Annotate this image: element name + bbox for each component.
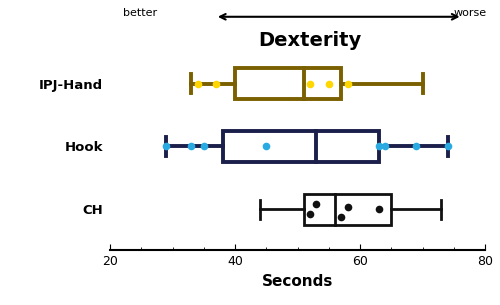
Bar <box>304 194 391 225</box>
X-axis label: Seconds: Seconds <box>262 274 333 289</box>
Text: better: better <box>123 8 157 18</box>
Bar <box>235 68 341 99</box>
Text: Dexterity: Dexterity <box>258 30 362 49</box>
Text: worse: worse <box>454 8 486 18</box>
Bar <box>222 131 379 162</box>
